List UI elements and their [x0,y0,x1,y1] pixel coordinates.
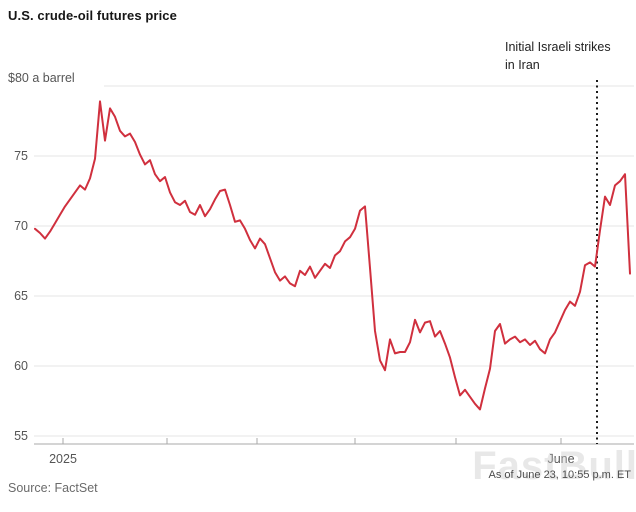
y-axis-tick-label: 75 [14,149,28,163]
x-axis-tick-label: June [547,452,575,466]
x-axis-tick-label: 2025 [49,452,77,466]
y-axis-unit-label: $80 a barrel [8,71,75,85]
source-attribution: Source: FactSet [8,481,98,495]
y-axis-tick-label: 60 [14,359,28,373]
event-annotation-line2: in Iran [505,58,540,72]
event-annotation: Initial Israeli strikes in Iran [505,38,611,74]
chart-title: U.S. crude-oil futures price [8,8,177,23]
event-annotation-line1: Initial Israeli strikes [505,40,611,54]
as-of-timestamp: As of June 23, 10:55 p.m. ET [488,469,631,481]
price-line [34,100,631,411]
y-axis-tick-label: 70 [14,219,28,233]
y-axis-tick-label: 55 [14,429,28,443]
y-axis-tick-label: 65 [14,289,28,303]
